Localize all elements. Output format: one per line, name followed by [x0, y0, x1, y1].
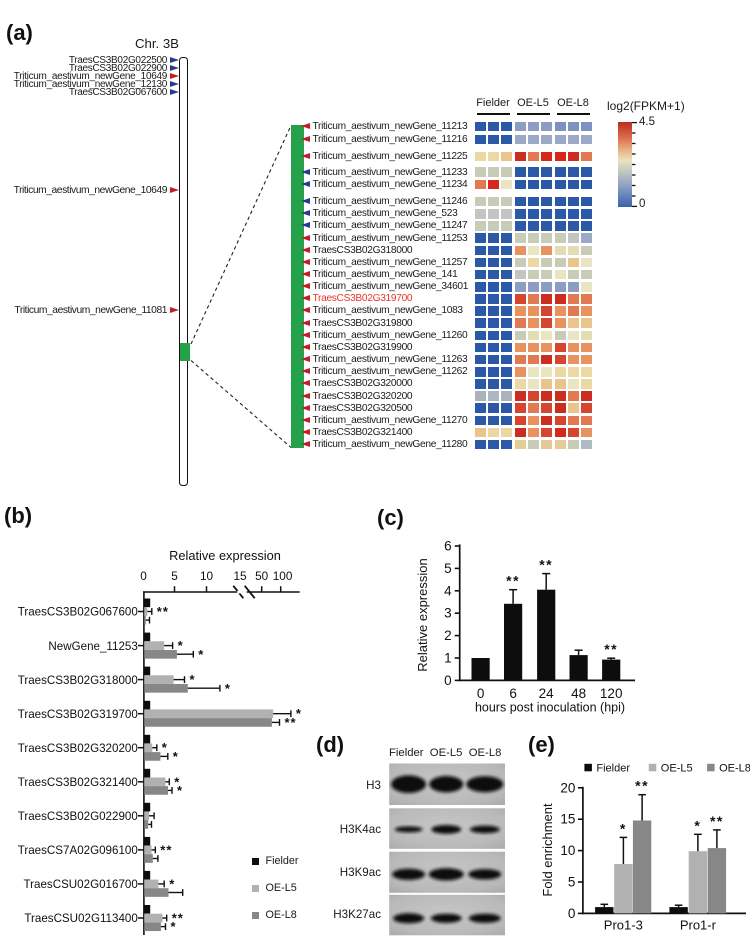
- svg-text:**: **: [160, 842, 172, 857]
- svg-text:15: 15: [560, 812, 575, 827]
- svg-text:6: 6: [509, 686, 517, 701]
- svg-text:10: 10: [200, 569, 214, 583]
- svg-text:*: *: [198, 647, 204, 662]
- svg-text:TraesCS3B02G022900: TraesCS3B02G022900: [18, 810, 138, 823]
- svg-text:OE-L8: OE-L8: [719, 762, 750, 774]
- svg-text:15: 15: [233, 569, 247, 583]
- svg-text:3: 3: [444, 606, 452, 621]
- svg-text:Pro1-3: Pro1-3: [604, 918, 643, 933]
- svg-text:TraesCS3B02G319700: TraesCS3B02G319700: [18, 708, 138, 721]
- svg-text:*: *: [174, 774, 180, 789]
- svg-text:4: 4: [444, 583, 452, 598]
- svg-text:*: *: [694, 817, 701, 833]
- svg-text:0: 0: [140, 569, 147, 583]
- svg-text:10: 10: [560, 843, 575, 858]
- svg-text:TraesCS7A02G096100: TraesCS7A02G096100: [18, 844, 138, 857]
- svg-text:0: 0: [444, 673, 452, 688]
- svg-text:5: 5: [444, 561, 452, 576]
- svg-text:**: **: [285, 715, 297, 730]
- svg-text:*: *: [225, 681, 231, 696]
- svg-text:100: 100: [273, 569, 293, 583]
- svg-text:*: *: [190, 672, 196, 687]
- svg-text:TraesCSU02G016700: TraesCSU02G016700: [24, 878, 138, 891]
- svg-text:**: **: [604, 641, 618, 657]
- svg-text:48: 48: [571, 686, 586, 701]
- svg-text:120: 120: [600, 686, 623, 701]
- svg-text:20: 20: [560, 780, 575, 795]
- svg-text:TraesCS3B02G067600: TraesCS3B02G067600: [18, 606, 138, 619]
- svg-text:6: 6: [444, 539, 452, 554]
- svg-text:TraesCS3B02G321400: TraesCS3B02G321400: [18, 776, 138, 789]
- svg-text:Fold enrichment: Fold enrichment: [540, 803, 555, 897]
- svg-text:TraesCS3B02G318000: TraesCS3B02G318000: [18, 674, 138, 687]
- svg-text:hours post inoculation (hpi): hours post inoculation (hpi): [475, 701, 625, 715]
- svg-text:2: 2: [444, 628, 452, 643]
- svg-text:*: *: [173, 749, 179, 764]
- svg-text:*: *: [162, 740, 168, 755]
- svg-text:24: 24: [539, 686, 555, 701]
- svg-text:*: *: [296, 706, 302, 721]
- svg-text:*: *: [620, 820, 627, 836]
- svg-text:Pro1-r: Pro1-r: [680, 918, 717, 933]
- svg-text:**: **: [635, 778, 649, 794]
- svg-text:5: 5: [171, 569, 178, 583]
- svg-text:*: *: [169, 876, 175, 891]
- svg-text:NewGene_11253: NewGene_11253: [48, 640, 137, 653]
- svg-text:Relative expression: Relative expression: [169, 548, 281, 563]
- svg-text:*: *: [178, 638, 184, 653]
- svg-text:**: **: [506, 573, 520, 589]
- svg-text:**: **: [172, 911, 184, 926]
- svg-text:**: **: [157, 604, 169, 619]
- svg-text:TraesCS3B02G320200: TraesCS3B02G320200: [18, 742, 138, 755]
- svg-text:TraesCSU02G113400: TraesCSU02G113400: [24, 912, 137, 925]
- svg-text:*: *: [177, 783, 183, 798]
- svg-text:**: **: [710, 813, 724, 829]
- svg-text:1: 1: [444, 651, 452, 666]
- svg-text:0: 0: [477, 686, 485, 701]
- svg-text:Relative expression: Relative expression: [415, 558, 430, 671]
- svg-text:Fielder: Fielder: [596, 762, 630, 774]
- svg-text:OE-L5: OE-L5: [661, 762, 693, 774]
- svg-text:*: *: [171, 919, 177, 934]
- svg-text:**: **: [539, 557, 553, 573]
- svg-text:50: 50: [255, 569, 269, 583]
- svg-text:0: 0: [568, 906, 576, 921]
- svg-text:5: 5: [568, 875, 576, 890]
